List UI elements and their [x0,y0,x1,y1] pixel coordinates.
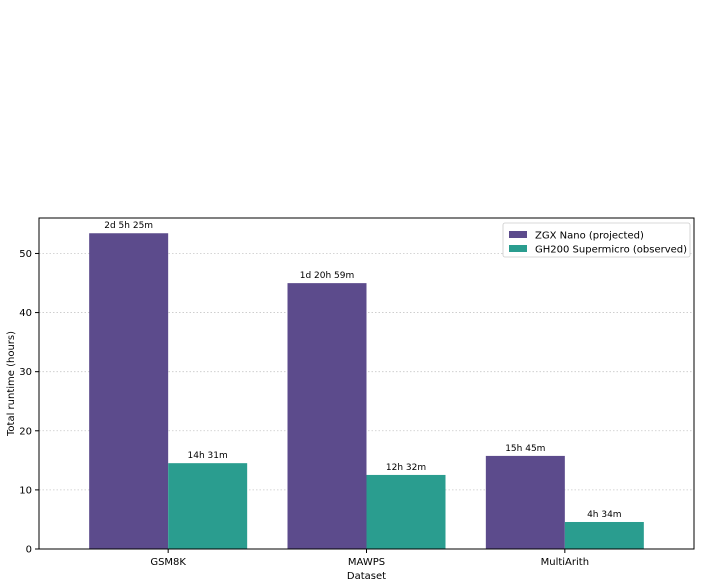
legend-box [502,222,691,258]
x-axis: GSM8K MAWPS MultiArith [150,549,589,568]
x-tick-label: GSM8K [150,557,186,568]
y-tick-label: 0 [26,545,32,556]
bar [564,521,644,549]
y-tick-label: 10 [19,485,32,496]
bar [89,233,169,550]
x-tick-label: MAWPS [348,557,385,568]
y-tick-label: 50 [19,249,32,260]
bars [89,233,644,550]
bar-value-label: 15h 45m [505,444,545,454]
y-axis-title: Total runtime (hours) [6,331,17,437]
y-tick-label: 30 [19,367,32,378]
bar-value-label: 4h 34m [587,510,622,520]
x-axis-title: Dataset [347,571,386,582]
legend-label: GH200 Supermicro (observed) [535,245,687,256]
legend-swatch [509,231,527,238]
y-tick-label: 20 [19,426,32,437]
legend: ZGX Nano (projected) GH200 Supermicro (ob… [502,222,691,258]
bar-value-label: 12h 32m [386,463,426,473]
legend-label: ZGX Nano (projected) [535,231,644,242]
bar [168,463,248,549]
data-labels: 2d 5h 25m 14h 31m 1d 20h 59m 12h 32m 15h 45m… [104,221,621,520]
bar-value-label: 2d 5h 25m [104,221,153,231]
legend-swatch [509,245,527,252]
bar-value-label: 1d 20h 59m [300,271,355,281]
bar-value-label: 14h 31m [188,451,228,461]
y-axis: 0 10 20 30 40 50 [19,249,39,556]
x-tick-label: MultiArith [541,557,589,568]
bar [366,474,446,549]
bar [485,455,565,549]
bar [287,283,367,549]
y-tick-label: 40 [19,308,32,319]
